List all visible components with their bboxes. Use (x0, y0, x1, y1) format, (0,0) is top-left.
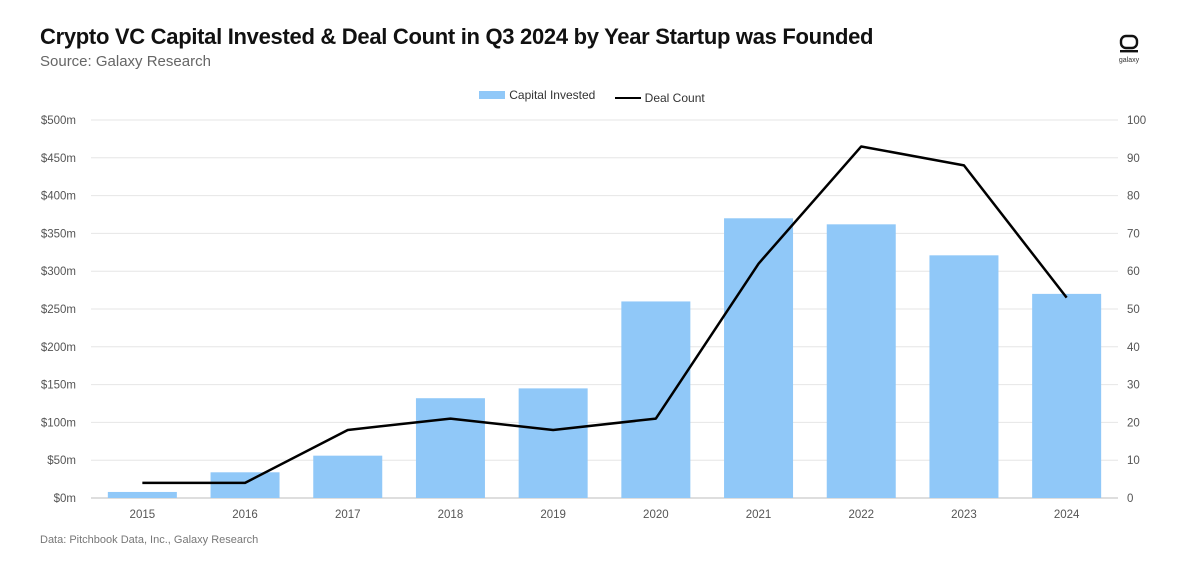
y-right-tick-label: 100 (1127, 115, 1146, 127)
y-right-tick-label: 40 (1127, 342, 1140, 354)
y-left-tick-label: $0m (54, 493, 76, 505)
x-tick-label: 2018 (438, 509, 464, 521)
y-right-tick-label: 50 (1127, 304, 1140, 316)
x-tick-label: 2021 (746, 509, 772, 521)
y-right-tick-label: 30 (1127, 380, 1140, 392)
y-right-tick-label: 80 (1127, 191, 1140, 203)
bar-capital-invested (724, 218, 794, 498)
x-tick-label: 2024 (1054, 509, 1080, 521)
bar-capital-invested (210, 472, 280, 498)
y-left-tick-label: $200m (41, 342, 76, 354)
y-left-tick-label: $50m (47, 455, 76, 467)
legend-swatch-capital (479, 91, 506, 99)
y-right-tick-label: 10 (1127, 455, 1140, 467)
y-left-tick-label: $400m (41, 191, 76, 203)
y-left-tick-label: $250m (41, 304, 76, 316)
bar-capital-invested (107, 491, 177, 498)
chart-legend: Capital Invested Deal Count (0, 88, 1184, 105)
galaxy-logo: galaxy (1114, 34, 1144, 64)
legend-label-deals: Deal Count (644, 91, 705, 105)
y-left-tick-label: $150m (41, 380, 76, 392)
y-right-tick-label: 60 (1127, 266, 1140, 278)
y-right-tick-label: 20 (1127, 417, 1140, 429)
x-tick-label: 2023 (951, 509, 977, 521)
legend-label-capital: Capital Invested (509, 88, 596, 102)
y-left-tick-label: $100m (41, 417, 76, 429)
galaxy-logo-text: galaxy (1118, 57, 1140, 64)
y-left-tick-label: $450m (41, 153, 76, 165)
legend-item-capital: Capital Invested (479, 88, 595, 102)
bar-capital-invested (826, 224, 896, 498)
x-tick-label: 2015 (130, 509, 156, 521)
bar-capital-invested (1032, 293, 1102, 498)
chart-title: Crypto VC Capital Invested & Deal Count … (40, 24, 874, 49)
bar-capital-invested (415, 398, 485, 498)
y-right-tick-label: 70 (1127, 228, 1140, 240)
footer-source: Data: Pitchbook Data, Inc., Galaxy Resea… (40, 534, 259, 546)
line-deal-count (142, 145, 1068, 485)
x-tick-label: 2020 (643, 509, 669, 521)
y-left-tick-label: $500m (41, 115, 76, 127)
y-right-tick-label: 90 (1127, 153, 1140, 165)
y-left-tick-label: $350m (41, 228, 76, 240)
bar-capital-invested (518, 388, 588, 498)
galaxy-logo-icon (1119, 34, 1139, 53)
legend-swatch-deals (614, 97, 641, 99)
bar-capital-invested (313, 455, 383, 498)
x-tick-label: 2016 (232, 509, 258, 521)
x-tick-label: 2022 (848, 509, 874, 521)
bar-capital-invested (929, 255, 999, 498)
chart-subtitle: Source: Galaxy Research (40, 53, 211, 70)
x-tick-label: 2019 (540, 509, 566, 521)
x-tick-label: 2017 (335, 509, 361, 521)
bar-capital-invested (621, 301, 691, 498)
y-right-tick-label: 0 (1127, 493, 1133, 505)
y-left-tick-label: $300m (41, 266, 76, 278)
legend-item-deals: Deal Count (614, 91, 705, 105)
